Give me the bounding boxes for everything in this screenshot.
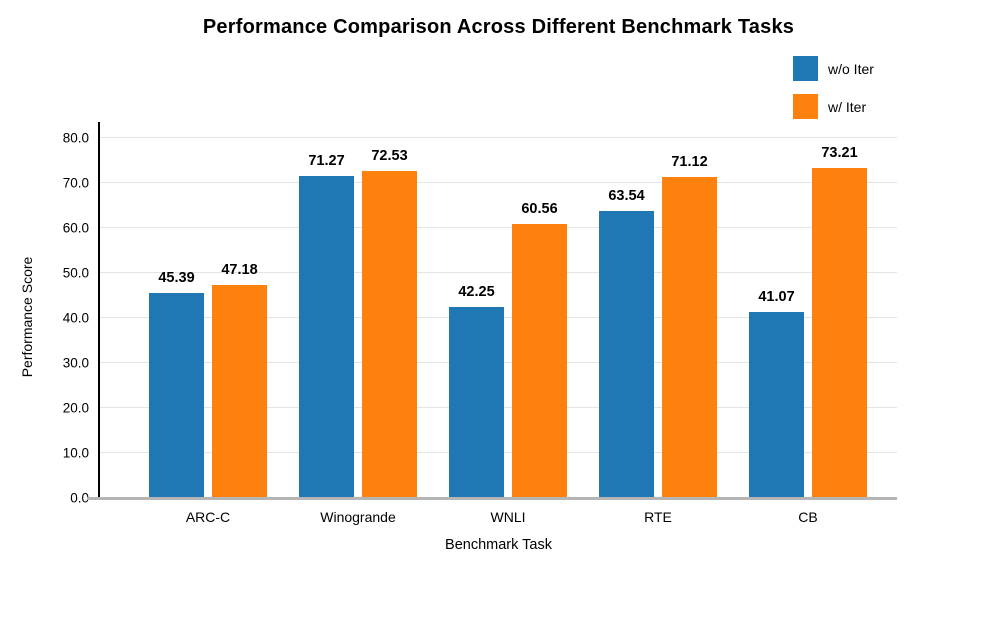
gridlines: 0.0 10.0 20.0 30.0 40.0 50.0 60.0 70.0 80.0	[63, 130, 897, 505]
x-tick-label-CB: CB	[798, 509, 818, 525]
bar-group-ARC-C: 45.39 47.18 ARC-C	[133, 137, 283, 525]
bar-value-label: 71.12	[671, 153, 708, 170]
legend-swatch-icon	[793, 56, 818, 81]
bar-Winogrande-w/o Iter: 71.27	[299, 153, 354, 497]
y-tick-label: 50.0	[62, 265, 89, 280]
y-tick-label: 60.0	[62, 220, 89, 235]
bar-series-container: 45.39 47.18 ARC-C 71.27 72.53 Winogrande 42.25…	[133, 137, 883, 525]
x-tick-label-ARC-C: ARC-C	[185, 509, 231, 525]
gridline	[100, 136, 897, 138]
y-axis-line	[98, 122, 100, 498]
y-axis-title: Performance Score	[19, 256, 35, 378]
bar-value-label: 47.18	[221, 261, 258, 278]
bar-value-label: 73.21	[821, 144, 858, 161]
bar-ARC-C-w/o Iter: 45.39	[149, 270, 204, 497]
legend-label: w/o Iter	[828, 60, 874, 77]
legend-item-0: w/o Iter	[793, 56, 874, 81]
bar-group-RTE: 63.54 71.12 RTE	[583, 137, 733, 525]
gridline	[100, 226, 897, 228]
bar-RTE-w/ Iter: 71.12	[662, 154, 717, 497]
y-tick-label: 30.0	[62, 355, 89, 370]
bar-WNLI-w/o Iter: 42.25	[449, 284, 504, 497]
x-tick-label-WNLI: WNLI	[490, 509, 526, 525]
legend-item-1: w/ Iter	[793, 94, 874, 119]
bar-WNLI-w/ Iter: 60.56	[512, 201, 567, 497]
bar-ARC-C-w/ Iter: 47.18	[212, 262, 267, 497]
x-tick-label-RTE: RTE	[644, 509, 672, 525]
legend-swatch-icon	[793, 94, 818, 119]
gridline	[100, 271, 897, 273]
bar-RTE-w/o Iter: 63.54	[599, 188, 654, 497]
bar-group-WNLI: 42.25 60.56 WNLI	[433, 137, 583, 525]
y-tick-label: 80.0	[62, 130, 89, 145]
y-tick-label: 10.0	[62, 445, 89, 460]
bar-value-label: 72.53	[371, 147, 408, 164]
legend-label: w/ Iter	[828, 98, 867, 115]
plot-area: 0.0 10.0 20.0 30.0 40.0 50.0 60.0 70.0 80.0 45.3…	[63, 122, 897, 525]
bar-value-label: 45.39	[158, 269, 195, 286]
y-tick-label: 70.0	[62, 175, 89, 190]
bar-value-label: 71.27	[308, 153, 345, 170]
bar-CB-w/o Iter: 41.07	[749, 289, 804, 497]
bar-Winogrande-w/ Iter: 72.53	[362, 148, 417, 497]
bar-CB-w/ Iter: 73.21	[812, 145, 867, 497]
x-tick-label-Winogrande: Winogrande	[320, 509, 396, 525]
bar-value-label: 63.54	[608, 188, 645, 205]
gridline	[100, 181, 897, 183]
x-axis-baseline	[87, 497, 897, 500]
bar-group-Winogrande: 71.27 72.53 Winogrande	[283, 137, 433, 525]
chart-title: Performance Comparison Across Different …	[202, 16, 795, 38]
bar-value-label: 42.25	[458, 283, 495, 300]
bar-group-CB: 41.07 73.21 CB	[733, 137, 883, 525]
x-axis-title: Benchmark Task	[445, 537, 552, 553]
bar-value-label: 60.56	[521, 201, 558, 218]
legend: w/o Iter w/ Iter	[793, 56, 874, 119]
bar-value-label: 41.07	[758, 289, 795, 306]
y-tick-label: 20.0	[62, 400, 89, 415]
y-tick-label: 40.0	[62, 310, 89, 325]
y-tick-label: 0.0	[70, 490, 89, 505]
